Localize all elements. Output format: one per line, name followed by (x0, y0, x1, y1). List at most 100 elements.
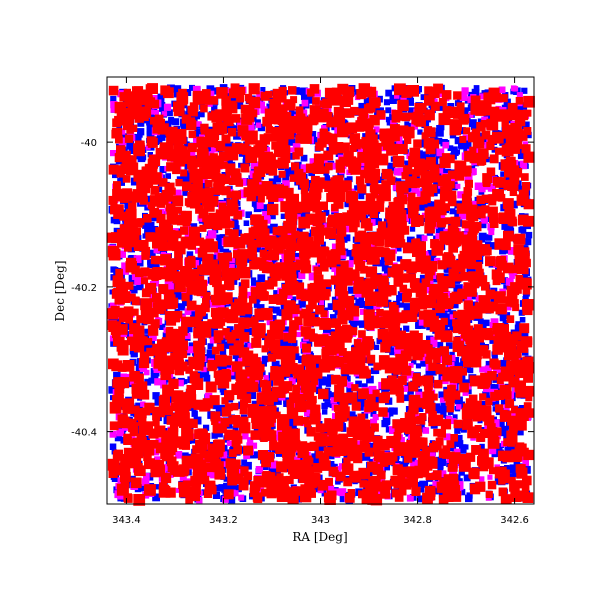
data-point (239, 416, 249, 426)
data-point (206, 349, 215, 358)
data-point (108, 386, 116, 394)
data-point (178, 303, 186, 311)
data-point (293, 269, 301, 277)
data-point (231, 459, 241, 469)
data-point (237, 392, 245, 400)
data-point (325, 285, 332, 292)
data-point (377, 476, 385, 484)
data-point (380, 316, 393, 329)
data-point (155, 148, 167, 160)
data-point (283, 444, 296, 457)
data-point (409, 226, 416, 232)
data-point (186, 200, 194, 208)
data-point (406, 97, 414, 106)
data-point (419, 203, 427, 211)
data-point (208, 90, 215, 97)
data-point (419, 480, 426, 488)
data-point (435, 233, 442, 239)
data-point (509, 464, 517, 472)
data-point (325, 381, 332, 387)
data-point (256, 202, 264, 209)
data-point (224, 390, 235, 401)
data-point (481, 116, 489, 124)
data-point (415, 363, 421, 369)
data-point (461, 87, 469, 95)
data-point (187, 287, 196, 295)
data-points-layer (106, 83, 535, 506)
data-point (318, 246, 329, 257)
data-point (237, 358, 245, 365)
data-point (362, 488, 371, 498)
data-point (395, 245, 402, 252)
data-point (279, 418, 290, 429)
data-point (368, 476, 376, 484)
data-point (212, 227, 219, 234)
data-point (484, 415, 495, 426)
data-point (504, 445, 513, 453)
data-point (134, 86, 143, 96)
data-point (400, 332, 412, 345)
data-point (451, 390, 461, 400)
data-point (419, 340, 431, 351)
data-point (518, 309, 525, 316)
data-point (435, 228, 441, 234)
data-point (378, 439, 390, 451)
data-point (112, 172, 118, 179)
data-point (173, 289, 181, 298)
data-point (148, 428, 159, 439)
data-point (323, 209, 330, 216)
data-point (368, 302, 376, 310)
data-point (335, 234, 344, 243)
data-point (347, 365, 357, 375)
data-point (440, 330, 453, 343)
data-point (222, 328, 230, 336)
data-point (452, 360, 458, 367)
data-point (478, 185, 486, 193)
data-point (437, 341, 444, 348)
data-point (158, 284, 169, 294)
data-point (230, 168, 241, 178)
data-point (154, 456, 161, 463)
data-point (129, 285, 138, 294)
data-point (368, 443, 375, 450)
data-point (403, 208, 412, 216)
data-point (399, 284, 408, 293)
data-point (260, 228, 270, 238)
data-point (144, 378, 152, 386)
data-point (128, 331, 136, 339)
data-point (109, 443, 117, 450)
data-point (264, 108, 276, 120)
data-point (510, 134, 519, 143)
data-point (210, 411, 221, 422)
data-point (370, 410, 377, 417)
data-point (506, 305, 512, 311)
data-point (125, 315, 133, 324)
data-point (239, 332, 250, 342)
data-point (269, 441, 278, 451)
data-point (365, 266, 378, 278)
data-point (279, 289, 288, 298)
data-point (430, 101, 440, 111)
data-point (484, 365, 492, 373)
data-point (131, 390, 140, 399)
data-point (447, 145, 454, 151)
data-point (136, 381, 148, 393)
data-point (521, 182, 531, 191)
data-point (154, 398, 162, 406)
data-point (148, 377, 155, 384)
data-point (428, 340, 436, 348)
data-point (243, 220, 250, 226)
data-point (284, 491, 294, 501)
data-point (346, 260, 354, 268)
data-point (452, 149, 459, 156)
data-point (355, 260, 366, 271)
data-point (354, 185, 360, 191)
data-point (291, 340, 298, 347)
data-point (385, 89, 393, 97)
data-point (461, 242, 474, 255)
data-point (364, 246, 375, 258)
data-point (289, 147, 295, 153)
data-point (357, 152, 369, 163)
data-point (523, 199, 534, 210)
data-point (463, 365, 471, 373)
